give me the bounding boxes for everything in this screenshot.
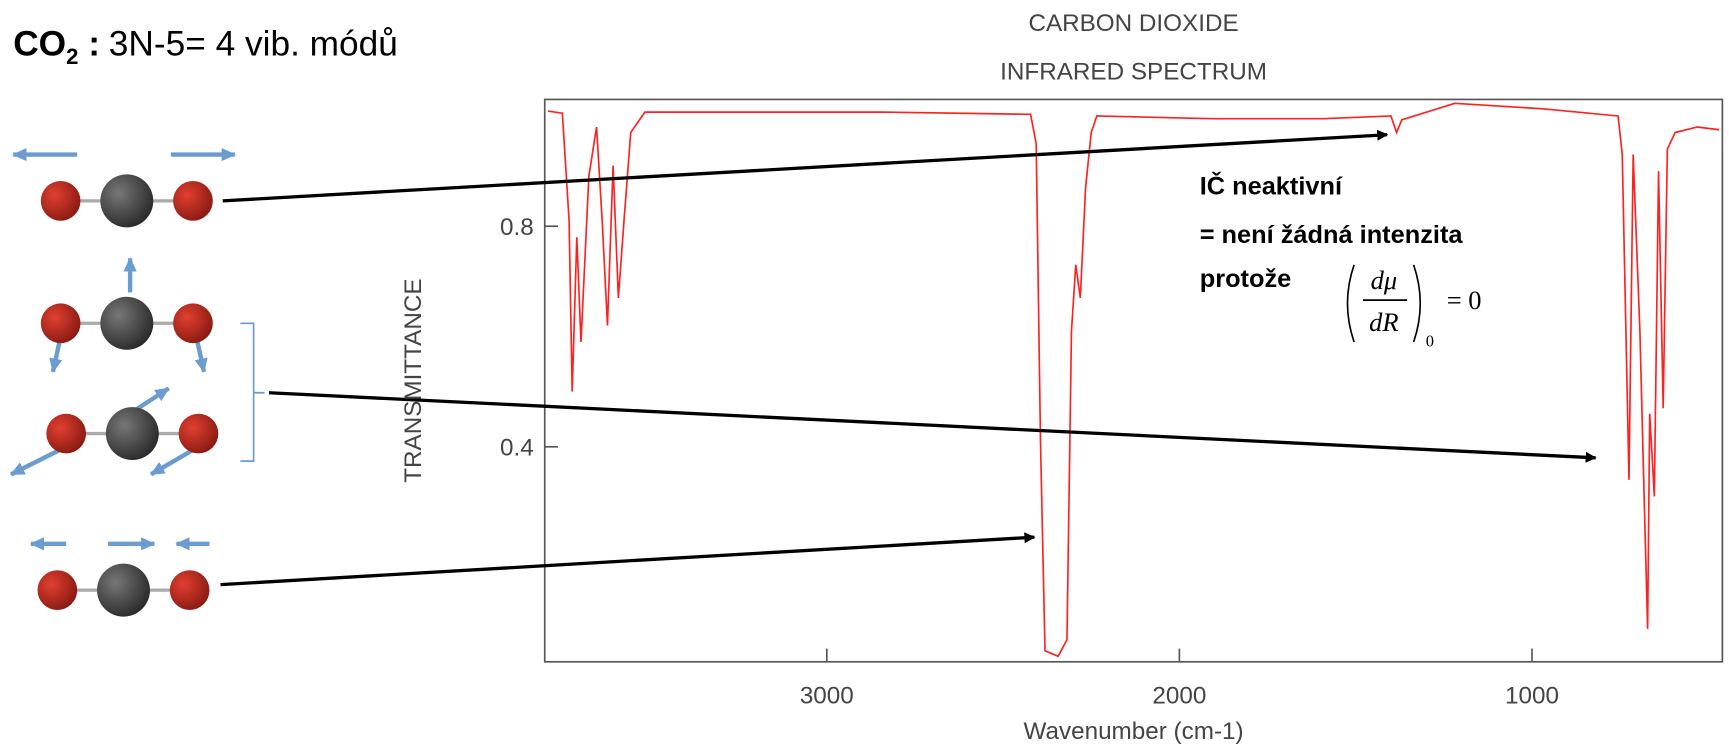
x-tick-label: 3000 [800,683,854,710]
molecules [10,147,265,617]
y-tick-label: 0.8 [500,214,534,241]
y-tick-label: 0.4 [500,435,534,462]
plot [543,98,1724,663]
formula: dμ dR 0 = 0 [1346,264,1482,350]
note-line: IČ neaktivní [1200,170,1343,200]
note-line: protože [1200,265,1292,293]
pointer-arrows [220,129,1597,587]
x-tick-label: 1000 [1505,683,1559,710]
y-axis-label: TRANSMITTANCE [400,278,427,482]
rhs: = 0 [1447,285,1482,315]
heading: CO2 :3N-5= 4 vib. módů [13,24,398,69]
numerator: dμ [1371,265,1398,295]
note-line: = není žádná intenzita [1200,221,1464,249]
subscript: 0 [1426,331,1434,350]
spectrum-line [547,102,1720,658]
chart-title: CARBON DIOXIDE [1028,10,1238,37]
x-tick-label: 2000 [1152,683,1206,710]
chart-subtitle: INFRARED SPECTRUM [1000,59,1267,86]
denominator: dR [1369,307,1398,337]
x-axis-label: Wavenumber (cm-1) [1024,718,1244,745]
